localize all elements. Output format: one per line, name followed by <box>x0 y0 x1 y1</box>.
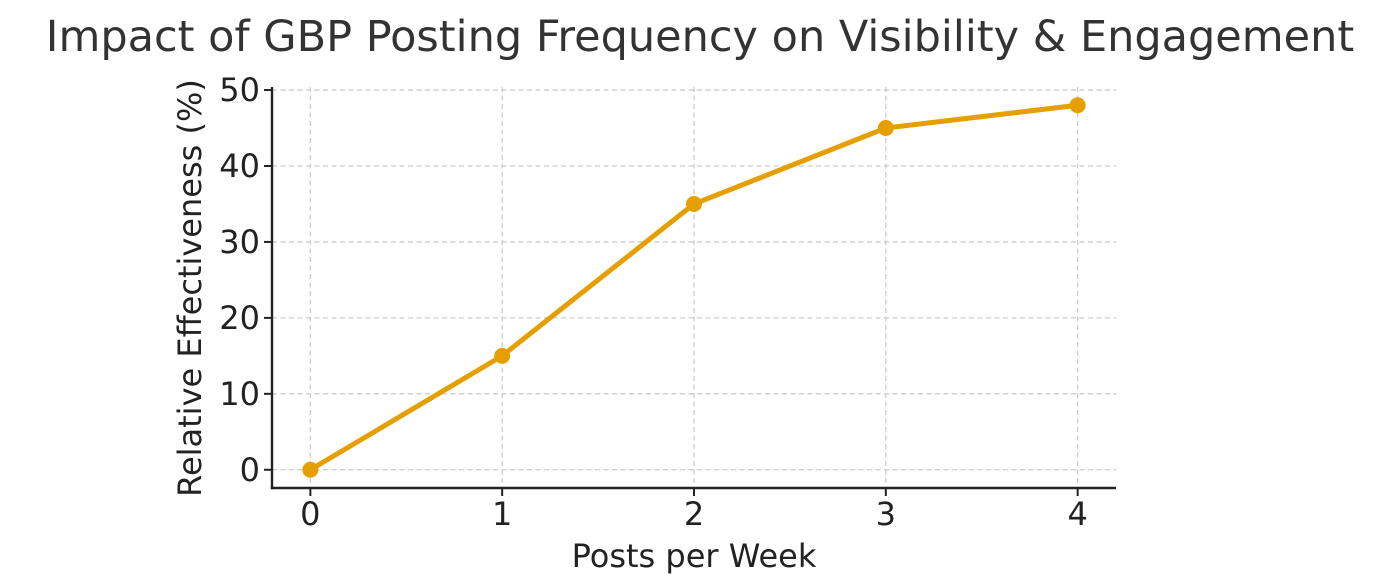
x-axis-label: Posts per Week <box>572 537 817 575</box>
x-tick-label: 0 <box>300 495 320 533</box>
y-tick-label: 40 <box>219 147 260 185</box>
y-tick-label: 20 <box>219 299 260 337</box>
data-point <box>1069 97 1086 114</box>
y-tick-label: 0 <box>240 451 260 489</box>
data-point <box>494 347 511 364</box>
y-axis-label: Relative Effectiveness (%) <box>171 79 209 497</box>
y-tick-label: 30 <box>219 223 260 261</box>
chart-title: Impact of GBP Posting Frequency on Visib… <box>46 12 1354 62</box>
x-tick-label: 4 <box>1067 495 1087 533</box>
x-tick-label: 1 <box>492 495 512 533</box>
data-point <box>686 195 702 212</box>
y-tick-label: 10 <box>219 375 260 413</box>
data-point <box>877 120 894 137</box>
x-tick-label: 3 <box>876 495 896 533</box>
x-tick-label: 2 <box>684 495 704 533</box>
grid <box>272 87 1116 488</box>
axes <box>264 87 1116 496</box>
y-tick-label: 50 <box>219 71 260 109</box>
data-point <box>302 461 319 478</box>
data-series <box>302 97 1086 478</box>
